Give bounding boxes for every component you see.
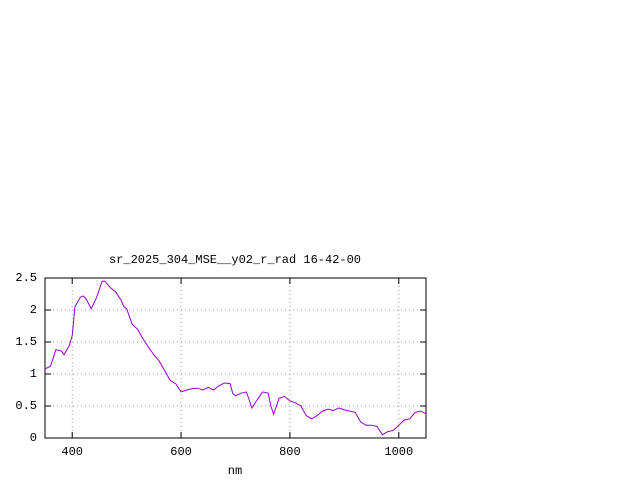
x-tick-label: 400 (61, 445, 83, 459)
x-tick-label: 800 (279, 445, 301, 459)
y-tick-label: 2 (30, 303, 37, 317)
x-tick-label: 600 (170, 445, 192, 459)
x-axis-label: nm (228, 464, 242, 478)
chart-title: sr_2025_304_MSE__y02_r_rad 16-42-00 (109, 253, 361, 267)
y-tick-label: 2.5 (15, 271, 37, 285)
y-tick-label: 0.5 (15, 399, 37, 413)
y-tick-label: 1.5 (15, 335, 37, 349)
x-tick-label: 1000 (384, 445, 413, 459)
y-tick-label: 0 (30, 431, 37, 445)
plot-border (44, 277, 427, 439)
y-tick-label: 1 (30, 367, 37, 381)
data-line (44, 280, 427, 436)
